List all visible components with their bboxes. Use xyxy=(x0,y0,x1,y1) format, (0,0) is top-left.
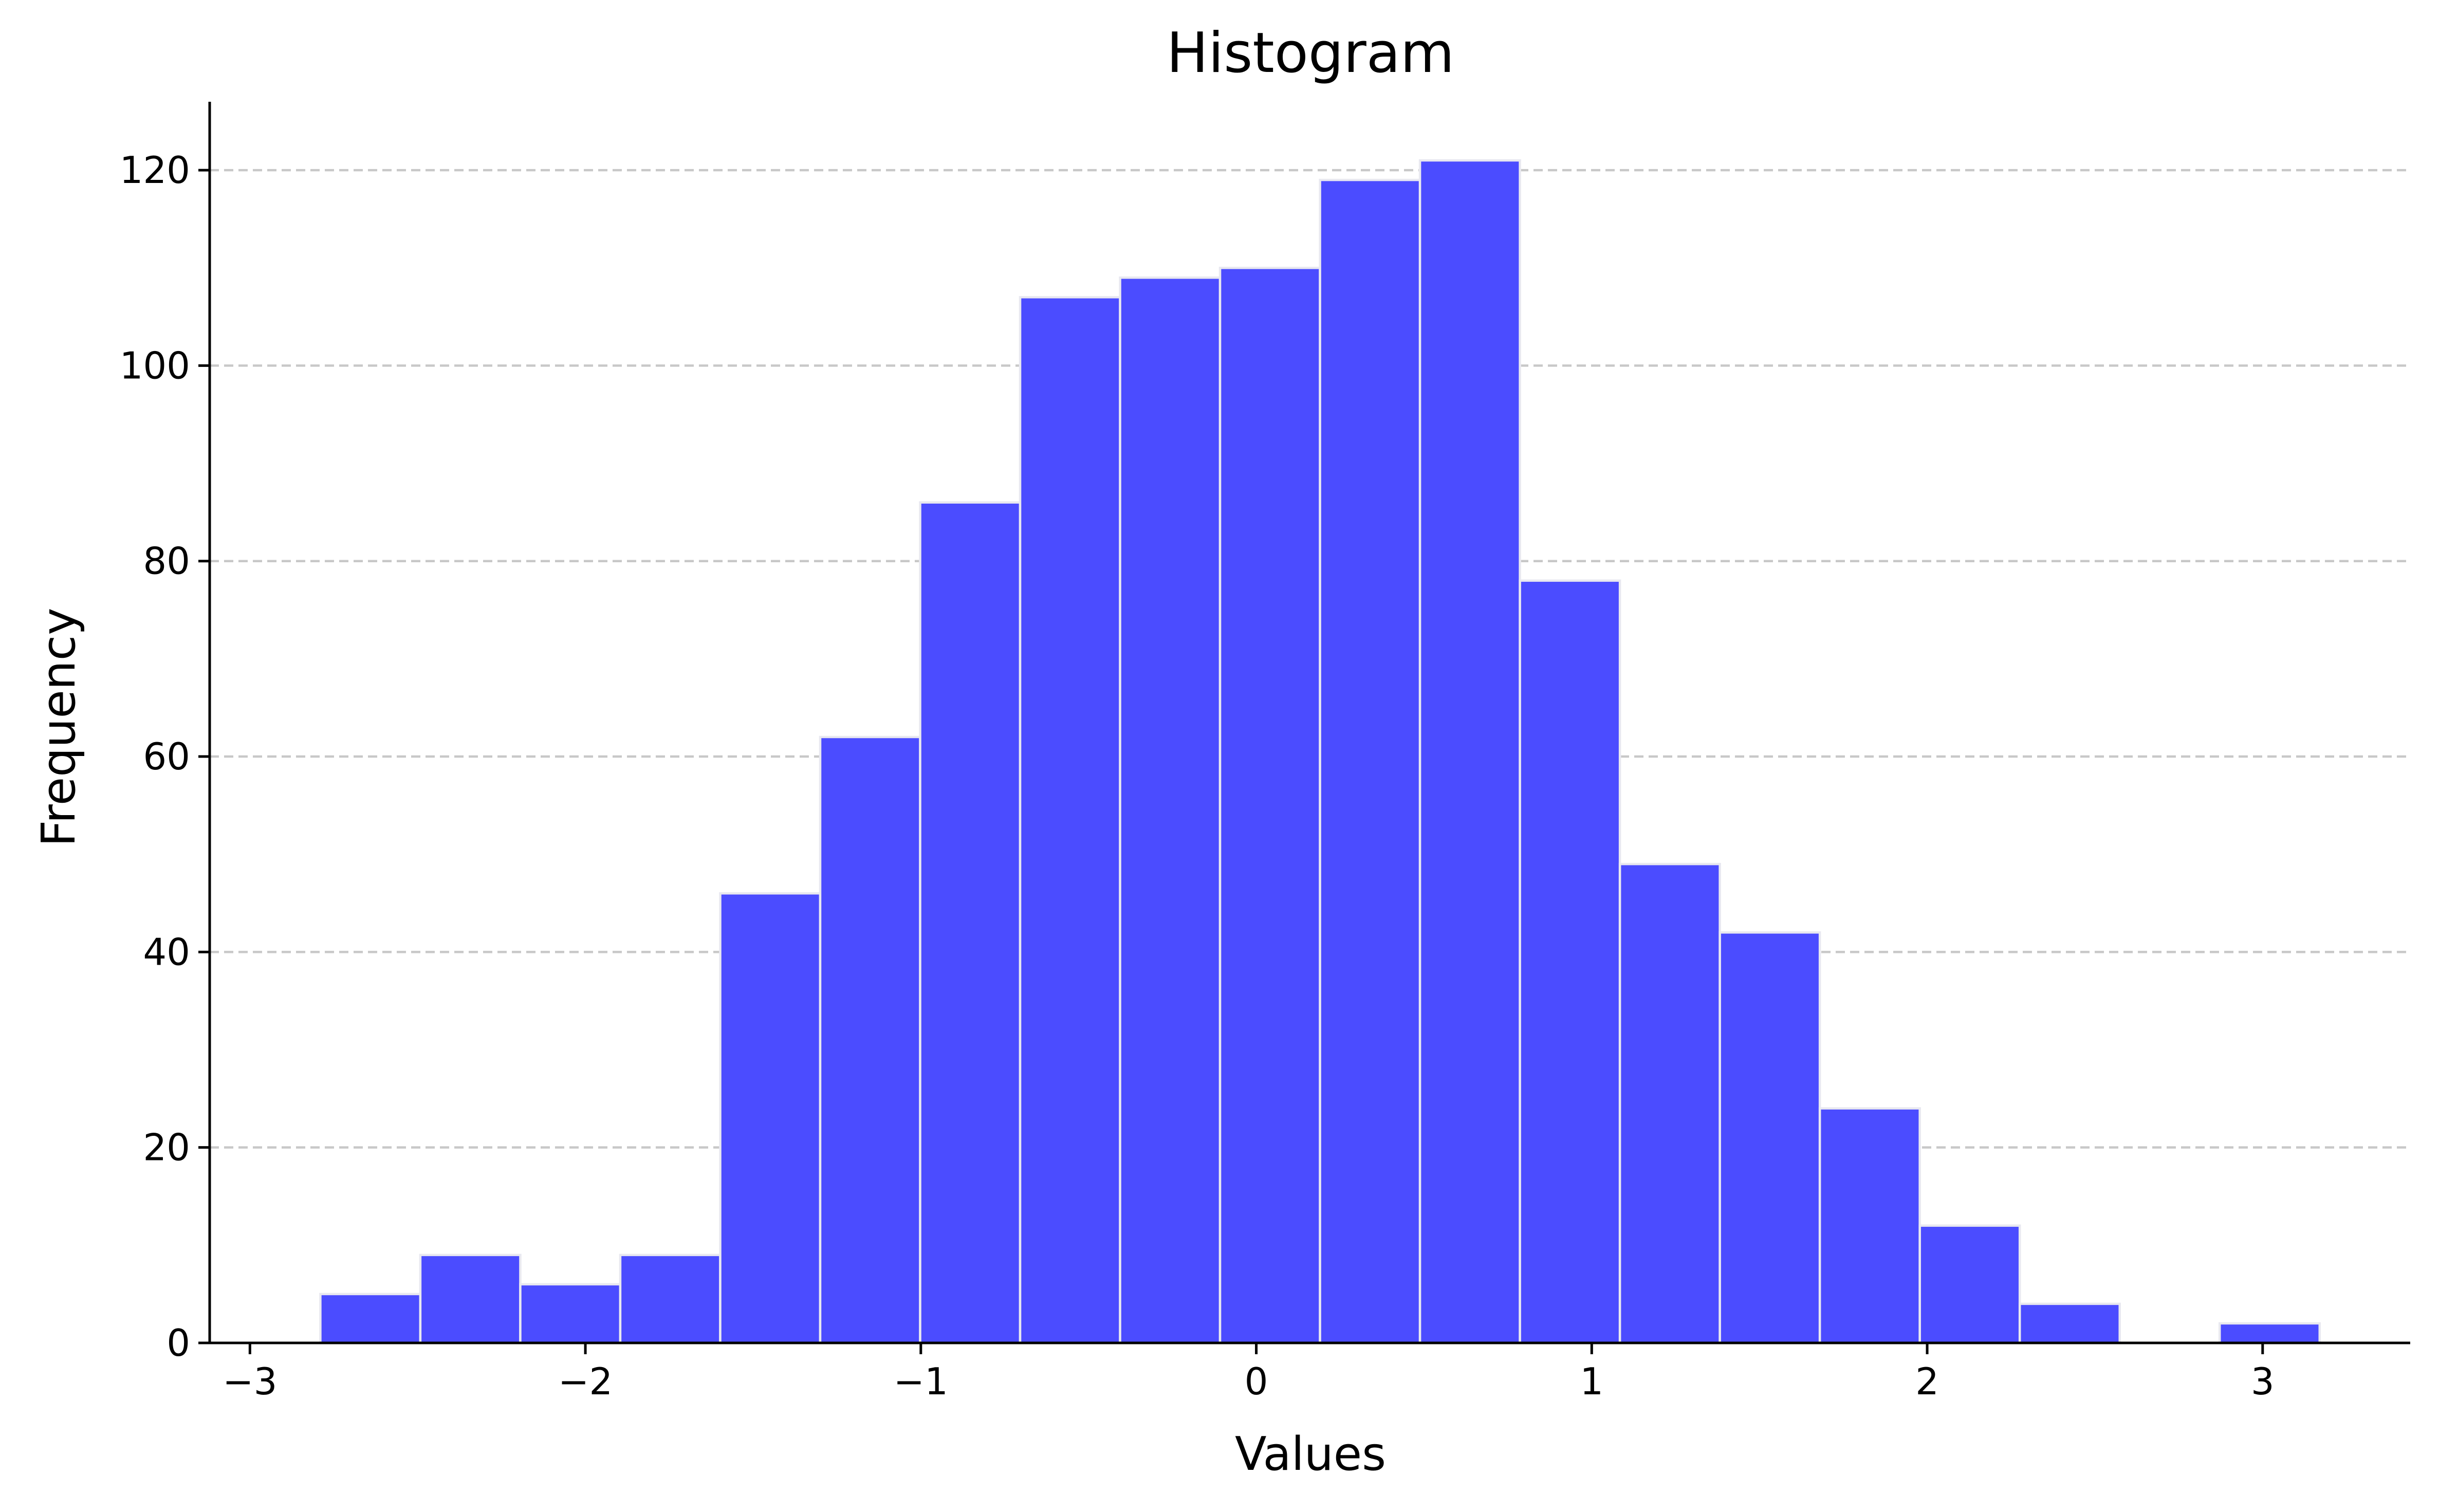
histogram-bar xyxy=(2018,1302,2121,1344)
histogram-bar xyxy=(1119,276,1222,1344)
x-tick-label: −1 xyxy=(894,1360,948,1403)
x-ticks: −3 −2 −1 0 1 2 3 xyxy=(223,1343,2275,1403)
histogram-bar xyxy=(1019,296,1121,1344)
x-axis-label: Values xyxy=(1235,1427,1386,1481)
histogram-bar xyxy=(1618,862,1721,1344)
x-tick-label: 0 xyxy=(1245,1360,1268,1403)
y-tick-label: 80 xyxy=(143,540,190,583)
y-axis-label: Frequency xyxy=(32,608,86,847)
y-tick-label: 60 xyxy=(143,735,190,778)
histogram-bar xyxy=(2218,1322,2321,1344)
y-ticks: 0 20 40 60 80 100 120 xyxy=(120,149,210,1365)
x-tick-label: −2 xyxy=(558,1360,613,1403)
histogram-bar xyxy=(819,735,921,1344)
bars xyxy=(319,159,2321,1344)
y-tick-label: 40 xyxy=(143,930,190,973)
x-tick-label: 1 xyxy=(1580,1360,1603,1403)
histogram-bar xyxy=(719,892,822,1344)
histogram-bar xyxy=(1319,178,1421,1344)
x-tick-label: 3 xyxy=(2251,1360,2275,1403)
histogram-bar xyxy=(1218,267,1321,1344)
histogram-bar xyxy=(1918,1224,2021,1344)
histogram-bar xyxy=(1818,1107,1921,1344)
axes xyxy=(208,102,2410,1344)
histogram-bar xyxy=(1719,931,1821,1344)
y-tick-label: 120 xyxy=(120,149,190,192)
histogram-bar xyxy=(1519,579,1621,1344)
chart-title: Histogram xyxy=(1167,21,1454,85)
y-tick-label: 20 xyxy=(143,1126,190,1169)
histogram-bar xyxy=(519,1283,622,1344)
y-tick-label: 0 xyxy=(167,1321,190,1365)
histogram-bar xyxy=(319,1293,422,1344)
x-tick-label: −3 xyxy=(223,1360,277,1403)
histogram-bar xyxy=(619,1253,722,1344)
x-tick-label: 2 xyxy=(1915,1360,1939,1403)
histogram-bar xyxy=(1418,159,1521,1344)
histogram-bar xyxy=(419,1253,522,1344)
y-tick-label: 100 xyxy=(120,344,190,387)
histogram-bar xyxy=(919,501,1022,1344)
